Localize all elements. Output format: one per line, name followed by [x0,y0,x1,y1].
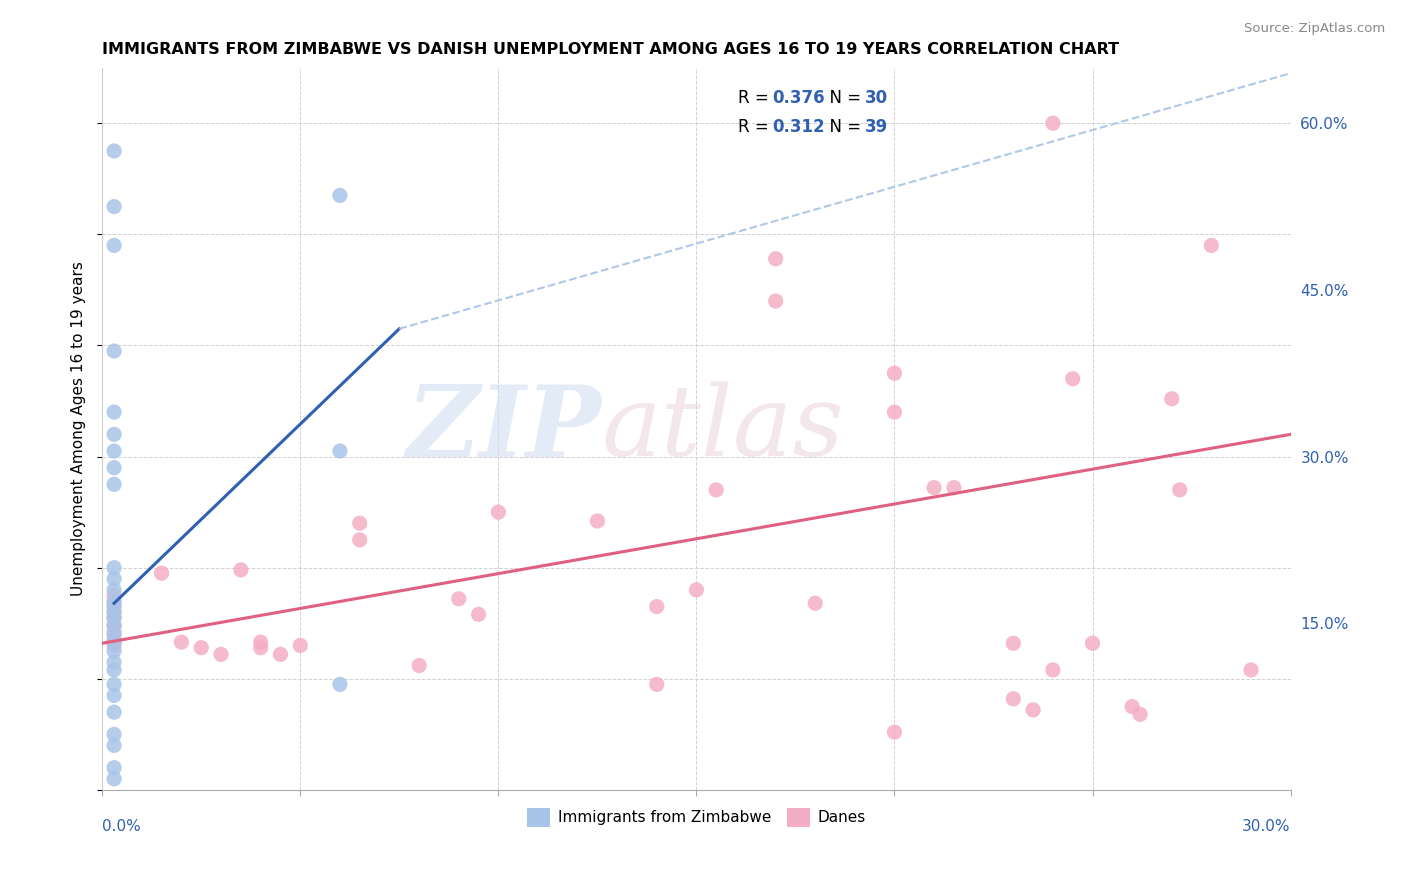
Point [229,563,252,577]
Text: ZIP: ZIP [406,381,602,477]
Text: R =: R = [738,89,773,107]
Point [290,639,312,653]
Point [103,689,125,703]
Point [103,739,125,753]
Point [103,761,125,775]
Point [486,505,509,519]
Point [922,481,945,495]
Point [103,460,125,475]
Point [942,481,965,495]
Point [150,566,173,581]
Point [209,648,232,662]
Point [103,477,125,491]
Point [103,200,125,214]
Point [883,366,905,380]
Point [1240,663,1263,677]
Point [103,599,125,614]
Text: IMMIGRANTS FROM ZIMBABWE VS DANISH UNEMPLOYMENT AMONG AGES 16 TO 19 YEARS CORREL: IMMIGRANTS FROM ZIMBABWE VS DANISH UNEMP… [103,42,1119,57]
Point [269,648,291,662]
Point [103,663,125,677]
Point [103,625,125,640]
Text: 0.376: 0.376 [772,89,825,107]
Point [645,599,668,614]
Point [883,405,905,419]
Point [1002,636,1025,650]
Point [329,188,352,202]
Point [249,635,271,649]
Point [1168,483,1191,497]
Point [103,610,125,624]
Point [103,444,125,458]
Point [1022,703,1045,717]
Point [103,705,125,719]
Point [1002,691,1025,706]
Point [349,516,371,531]
Point [103,344,125,359]
Point [349,533,371,547]
Text: 0.0%: 0.0% [103,819,141,834]
Point [883,725,905,739]
Point [408,658,430,673]
Y-axis label: Unemployment Among Ages 16 to 19 years: Unemployment Among Ages 16 to 19 years [72,261,86,596]
Point [103,427,125,442]
Point [103,596,125,610]
Point [103,405,125,419]
Text: Source: ZipAtlas.com: Source: ZipAtlas.com [1244,22,1385,36]
Point [103,677,125,691]
Text: N =: N = [818,118,866,136]
Text: N =: N = [818,89,866,107]
Point [103,610,125,624]
Point [103,605,125,619]
Point [1062,372,1084,386]
Point [103,618,125,632]
Point [329,677,352,691]
Point [103,572,125,586]
Point [103,589,125,603]
Point [103,594,125,608]
Point [804,596,827,610]
Text: 30: 30 [865,89,889,107]
Point [249,640,271,655]
Point [103,144,125,158]
Point [103,655,125,669]
Point [103,582,125,597]
Text: R =: R = [738,118,773,136]
Point [1042,663,1064,677]
Point [1201,238,1223,252]
Point [103,605,125,619]
Point [103,727,125,741]
Text: 39: 39 [865,118,889,136]
Legend: Immigrants from Zimbabwe, Danes: Immigrants from Zimbabwe, Danes [522,802,872,833]
Point [645,677,668,691]
Text: 0.312: 0.312 [772,118,825,136]
Point [765,252,787,266]
Point [1042,116,1064,130]
Point [103,635,125,649]
Point [1121,699,1143,714]
Point [103,238,125,252]
Point [586,514,609,528]
Text: atlas: atlas [602,381,844,476]
Point [765,293,787,308]
Point [467,607,489,622]
Point [103,632,125,647]
Point [1081,636,1104,650]
Point [329,444,352,458]
Point [1160,392,1182,406]
Point [103,560,125,574]
Point [190,640,212,655]
Point [685,582,707,597]
Point [170,635,193,649]
Point [704,483,727,497]
Point [1129,707,1152,722]
Point [447,591,470,606]
Point [103,627,125,641]
Point [103,644,125,658]
Point [103,772,125,786]
Point [103,639,125,653]
Point [103,618,125,632]
Text: 30.0%: 30.0% [1241,819,1291,834]
